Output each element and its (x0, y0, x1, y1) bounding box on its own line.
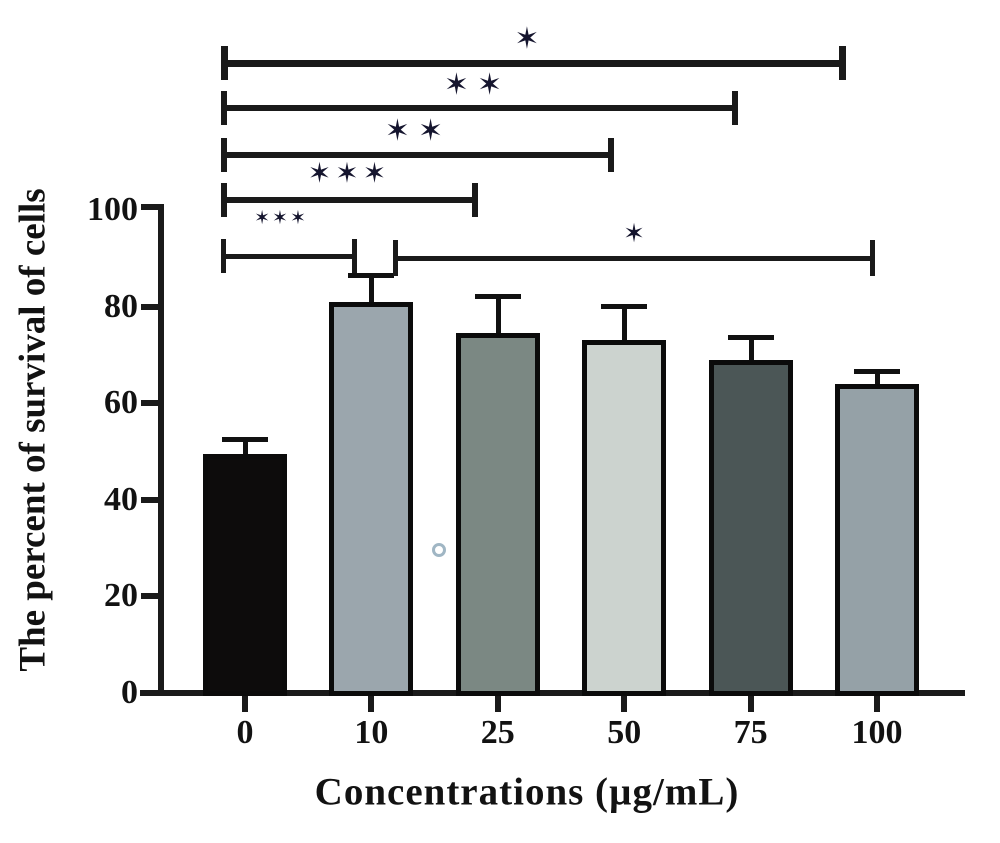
y-tick-label: 80 (104, 287, 138, 325)
error-bar-stem (622, 306, 628, 345)
error-bar-stem (875, 371, 880, 388)
sig-bracket-left-cap (221, 91, 227, 125)
sig-bracket-right-cap (732, 91, 738, 125)
error-bar-stem (243, 439, 248, 458)
sig-bracket-line-10-100 (396, 255, 873, 261)
x-tick-label: 50 (607, 714, 642, 751)
y-tick-label: 60 (104, 384, 138, 422)
x-tick (494, 696, 501, 712)
y-axis-top-cap (141, 204, 164, 210)
bar-100 (835, 383, 919, 696)
y-tick-label: 40 (104, 480, 138, 518)
sig-bracket-right-cap (870, 240, 875, 276)
sig-stars-0-75: ✶✶ (443, 67, 511, 103)
y-tick-label: 20 (104, 577, 138, 615)
x-tick-label: 75 (733, 714, 768, 751)
error-bar-cap (474, 294, 521, 300)
x-axis-line (140, 690, 965, 696)
sig-stars-0-100: ✶ (514, 21, 548, 57)
bar-50 (582, 340, 667, 696)
x-tick-label: 10 (354, 714, 389, 751)
sig-bracket-right-cap (472, 183, 478, 217)
sig-bracket-line-0-25 (224, 197, 475, 203)
bar-10 (329, 301, 414, 696)
y-tick-label: 100 (87, 191, 138, 228)
bar-75 (708, 359, 793, 696)
x-tick-label: 100 (851, 714, 903, 751)
sig-stars-0-10: ✶✶✶ (254, 207, 308, 229)
error-bar-cap (727, 335, 774, 341)
sig-bracket-left-cap (221, 46, 228, 80)
stray-circle-marker (432, 543, 446, 557)
error-bar-cap (601, 304, 648, 310)
sig-bracket-left-cap (221, 138, 227, 172)
y-tick (141, 496, 158, 503)
error-bar-cap (222, 436, 268, 442)
sig-bracket-left-cap (393, 240, 398, 276)
x-tick (621, 696, 628, 712)
error-bar-stem (748, 337, 754, 364)
sig-bracket-left-cap (221, 239, 226, 273)
sig-bracket-line-0-75 (224, 105, 735, 111)
error-bar-cap (854, 369, 900, 375)
sig-bracket-line-0-10 (224, 253, 355, 259)
y-tick (141, 303, 158, 310)
x-tick-label: 0 (236, 714, 254, 751)
x-tick (874, 696, 880, 712)
sig-bracket-right-cap (839, 46, 846, 80)
x-tick (368, 696, 375, 712)
y-tick (141, 593, 158, 600)
sig-stars-0-50: ✶✶ (384, 113, 452, 149)
sig-bracket-line-0-50 (224, 152, 611, 158)
sig-bracket-right-cap (352, 239, 357, 273)
sig-stars-10-100: ✶ (623, 219, 645, 249)
bar-25 (455, 333, 540, 696)
x-axis-title: Concentrations (µg/mL) (314, 770, 740, 814)
bar-0 (203, 453, 287, 696)
sig-stars-0-25: ✶✶✶ (307, 156, 391, 190)
y-tick (141, 400, 158, 407)
x-tick-label: 25 (480, 714, 515, 751)
x-tick (242, 696, 248, 712)
y-tick-label: 0 (121, 674, 138, 711)
x-tick (747, 696, 754, 712)
sig-bracket-line-0-100 (224, 59, 842, 67)
sig-bracket-right-cap (608, 138, 614, 172)
error-bar-cap (348, 272, 395, 278)
y-axis-line (158, 204, 164, 696)
error-bar-stem (495, 296, 501, 338)
sig-bracket-left-cap (221, 183, 227, 217)
error-bar-stem (369, 275, 375, 306)
